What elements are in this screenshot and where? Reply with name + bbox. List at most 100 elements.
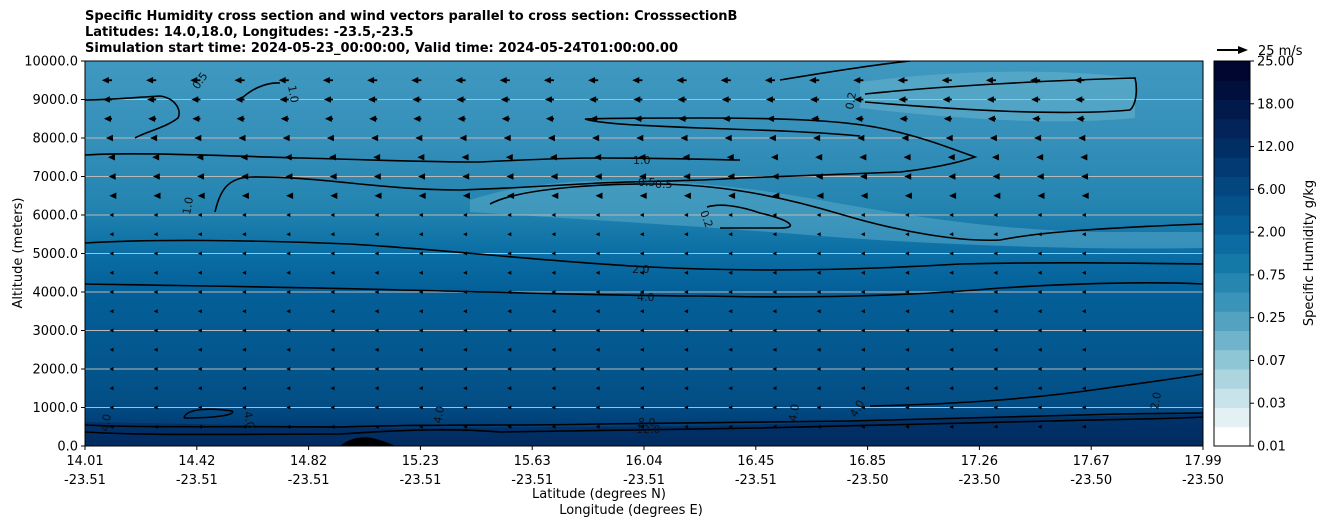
wind-vector-head xyxy=(241,192,249,200)
wind-vector xyxy=(1037,347,1042,352)
wind-vector-head xyxy=(942,96,950,103)
wind-vector xyxy=(595,309,600,314)
wind-vector xyxy=(684,213,689,217)
x-tick-latitude: 16.45 xyxy=(737,454,774,469)
wind-vector-head xyxy=(904,192,912,200)
contour-02-upper xyxy=(864,77,1138,114)
wind-vector-head xyxy=(588,76,596,84)
wind-vector-head xyxy=(1037,192,1045,200)
wind-vector xyxy=(286,270,291,275)
wind-vector xyxy=(153,424,158,429)
x-tick-latitude: 16.85 xyxy=(849,454,886,469)
wind-vector xyxy=(153,232,158,237)
x-tick-longitude: -23.51 xyxy=(399,473,441,488)
wind-vector xyxy=(197,309,202,314)
contour-label-4-0-left: 4.0 xyxy=(98,413,114,432)
contour-label-0-2-mid: 0.2 xyxy=(697,209,715,230)
wind-vector xyxy=(684,424,689,429)
contour-2 xyxy=(85,239,1203,271)
wind-vector xyxy=(949,270,954,275)
wind-vector-head xyxy=(507,192,515,200)
wind-vector-head xyxy=(1081,192,1089,200)
wind-vector xyxy=(1081,213,1086,217)
wind-vector xyxy=(153,386,158,391)
wind-vector xyxy=(463,251,468,256)
contour-label-0-5: 0.5 xyxy=(638,176,656,189)
wind-vector xyxy=(463,213,468,217)
wind-vector xyxy=(507,405,512,410)
wind-vector xyxy=(286,232,291,237)
wind-vector xyxy=(905,386,910,391)
wind-vector-head xyxy=(322,76,330,84)
wind-vector xyxy=(949,290,954,294)
wind-vector xyxy=(860,328,865,333)
contour-label-4-0-loop: 4.0 xyxy=(241,410,257,429)
wind-vector xyxy=(109,367,114,371)
wind-vector xyxy=(109,290,114,294)
wind-vector-head xyxy=(683,173,691,180)
wind-vector-head xyxy=(240,153,248,161)
wind-vector-head xyxy=(897,76,905,84)
wind-vector xyxy=(463,290,468,294)
contour-label-2-0-right: 2.0 xyxy=(1148,391,1164,410)
wind-vector-head xyxy=(589,96,597,103)
wind-vector-head xyxy=(633,96,641,103)
wind-vector-head xyxy=(986,96,994,103)
wind-vector xyxy=(1037,328,1042,333)
x-tick-latitude: 14.82 xyxy=(290,454,327,469)
wind-vector xyxy=(639,290,644,294)
wind-vector xyxy=(330,251,335,256)
wind-vector xyxy=(860,232,865,237)
wind-vector xyxy=(684,367,689,371)
wind-vector-head xyxy=(949,192,957,200)
wind-vector-head xyxy=(816,192,824,200)
x-tick-latitude: 17.26 xyxy=(961,454,998,469)
wind-vector xyxy=(684,251,689,256)
wind-vector xyxy=(728,424,733,429)
y-tick-label: 9000.0 xyxy=(33,93,79,108)
contour-label-0-2-upper: 0.2 xyxy=(843,91,859,110)
wind-vector-head xyxy=(284,153,292,161)
x-tick-latitude: 14.42 xyxy=(178,454,215,469)
wind-vector xyxy=(816,424,821,429)
wind-vector xyxy=(153,328,158,333)
wind-vector-head xyxy=(109,192,117,200)
x-axis: 14.01 -23.51 14.42 -23.51 14.82 -23.51 15.23 -2… xyxy=(64,446,1224,488)
chart-title-line-1: Specific Humidity cross section and wind… xyxy=(85,9,738,24)
wind-vector-head xyxy=(102,96,110,103)
wind-vector xyxy=(242,405,247,410)
wind-vector-head xyxy=(590,115,598,123)
colorbar-segment xyxy=(1214,330,1250,351)
contour-label-4-0-mid: 4.0 xyxy=(431,405,447,424)
y-tick-label: 6000.0 xyxy=(33,209,79,224)
wind-vector-head xyxy=(374,192,382,200)
contour-label-1-0-top: 1.0 xyxy=(285,84,301,103)
wind-vector-head xyxy=(764,76,772,84)
wind-vector xyxy=(816,386,821,391)
colorbar-segment xyxy=(1214,195,1250,216)
wind-vector xyxy=(728,309,733,314)
x-tick-longitude: -23.51 xyxy=(64,473,106,488)
wind-vector-head xyxy=(765,96,773,103)
contour-05-left xyxy=(85,95,180,139)
wind-vector xyxy=(242,309,247,314)
wind-vector-head xyxy=(459,134,467,142)
wind-vector xyxy=(993,424,998,429)
wind-vector xyxy=(728,251,733,256)
wind-vector-head xyxy=(1076,115,1084,123)
wind-vector xyxy=(551,232,556,237)
wind-vector xyxy=(1081,309,1086,314)
wind-vector-head xyxy=(854,96,862,103)
wind-vector xyxy=(153,270,158,275)
terrain xyxy=(340,437,396,446)
colorbar-tick-label: 6.00 xyxy=(1257,183,1286,198)
wind-vector xyxy=(109,347,114,352)
contour-label-12-0: 12.0 xyxy=(636,423,661,436)
wind-vector-head xyxy=(813,134,821,142)
wind-vector xyxy=(153,405,158,410)
wind-vector xyxy=(1081,270,1086,275)
x-tick-longitude: -23.51 xyxy=(288,473,330,488)
wind-vector-head xyxy=(197,192,205,200)
wind-vector-head xyxy=(238,134,246,142)
wind-vector xyxy=(639,251,644,256)
